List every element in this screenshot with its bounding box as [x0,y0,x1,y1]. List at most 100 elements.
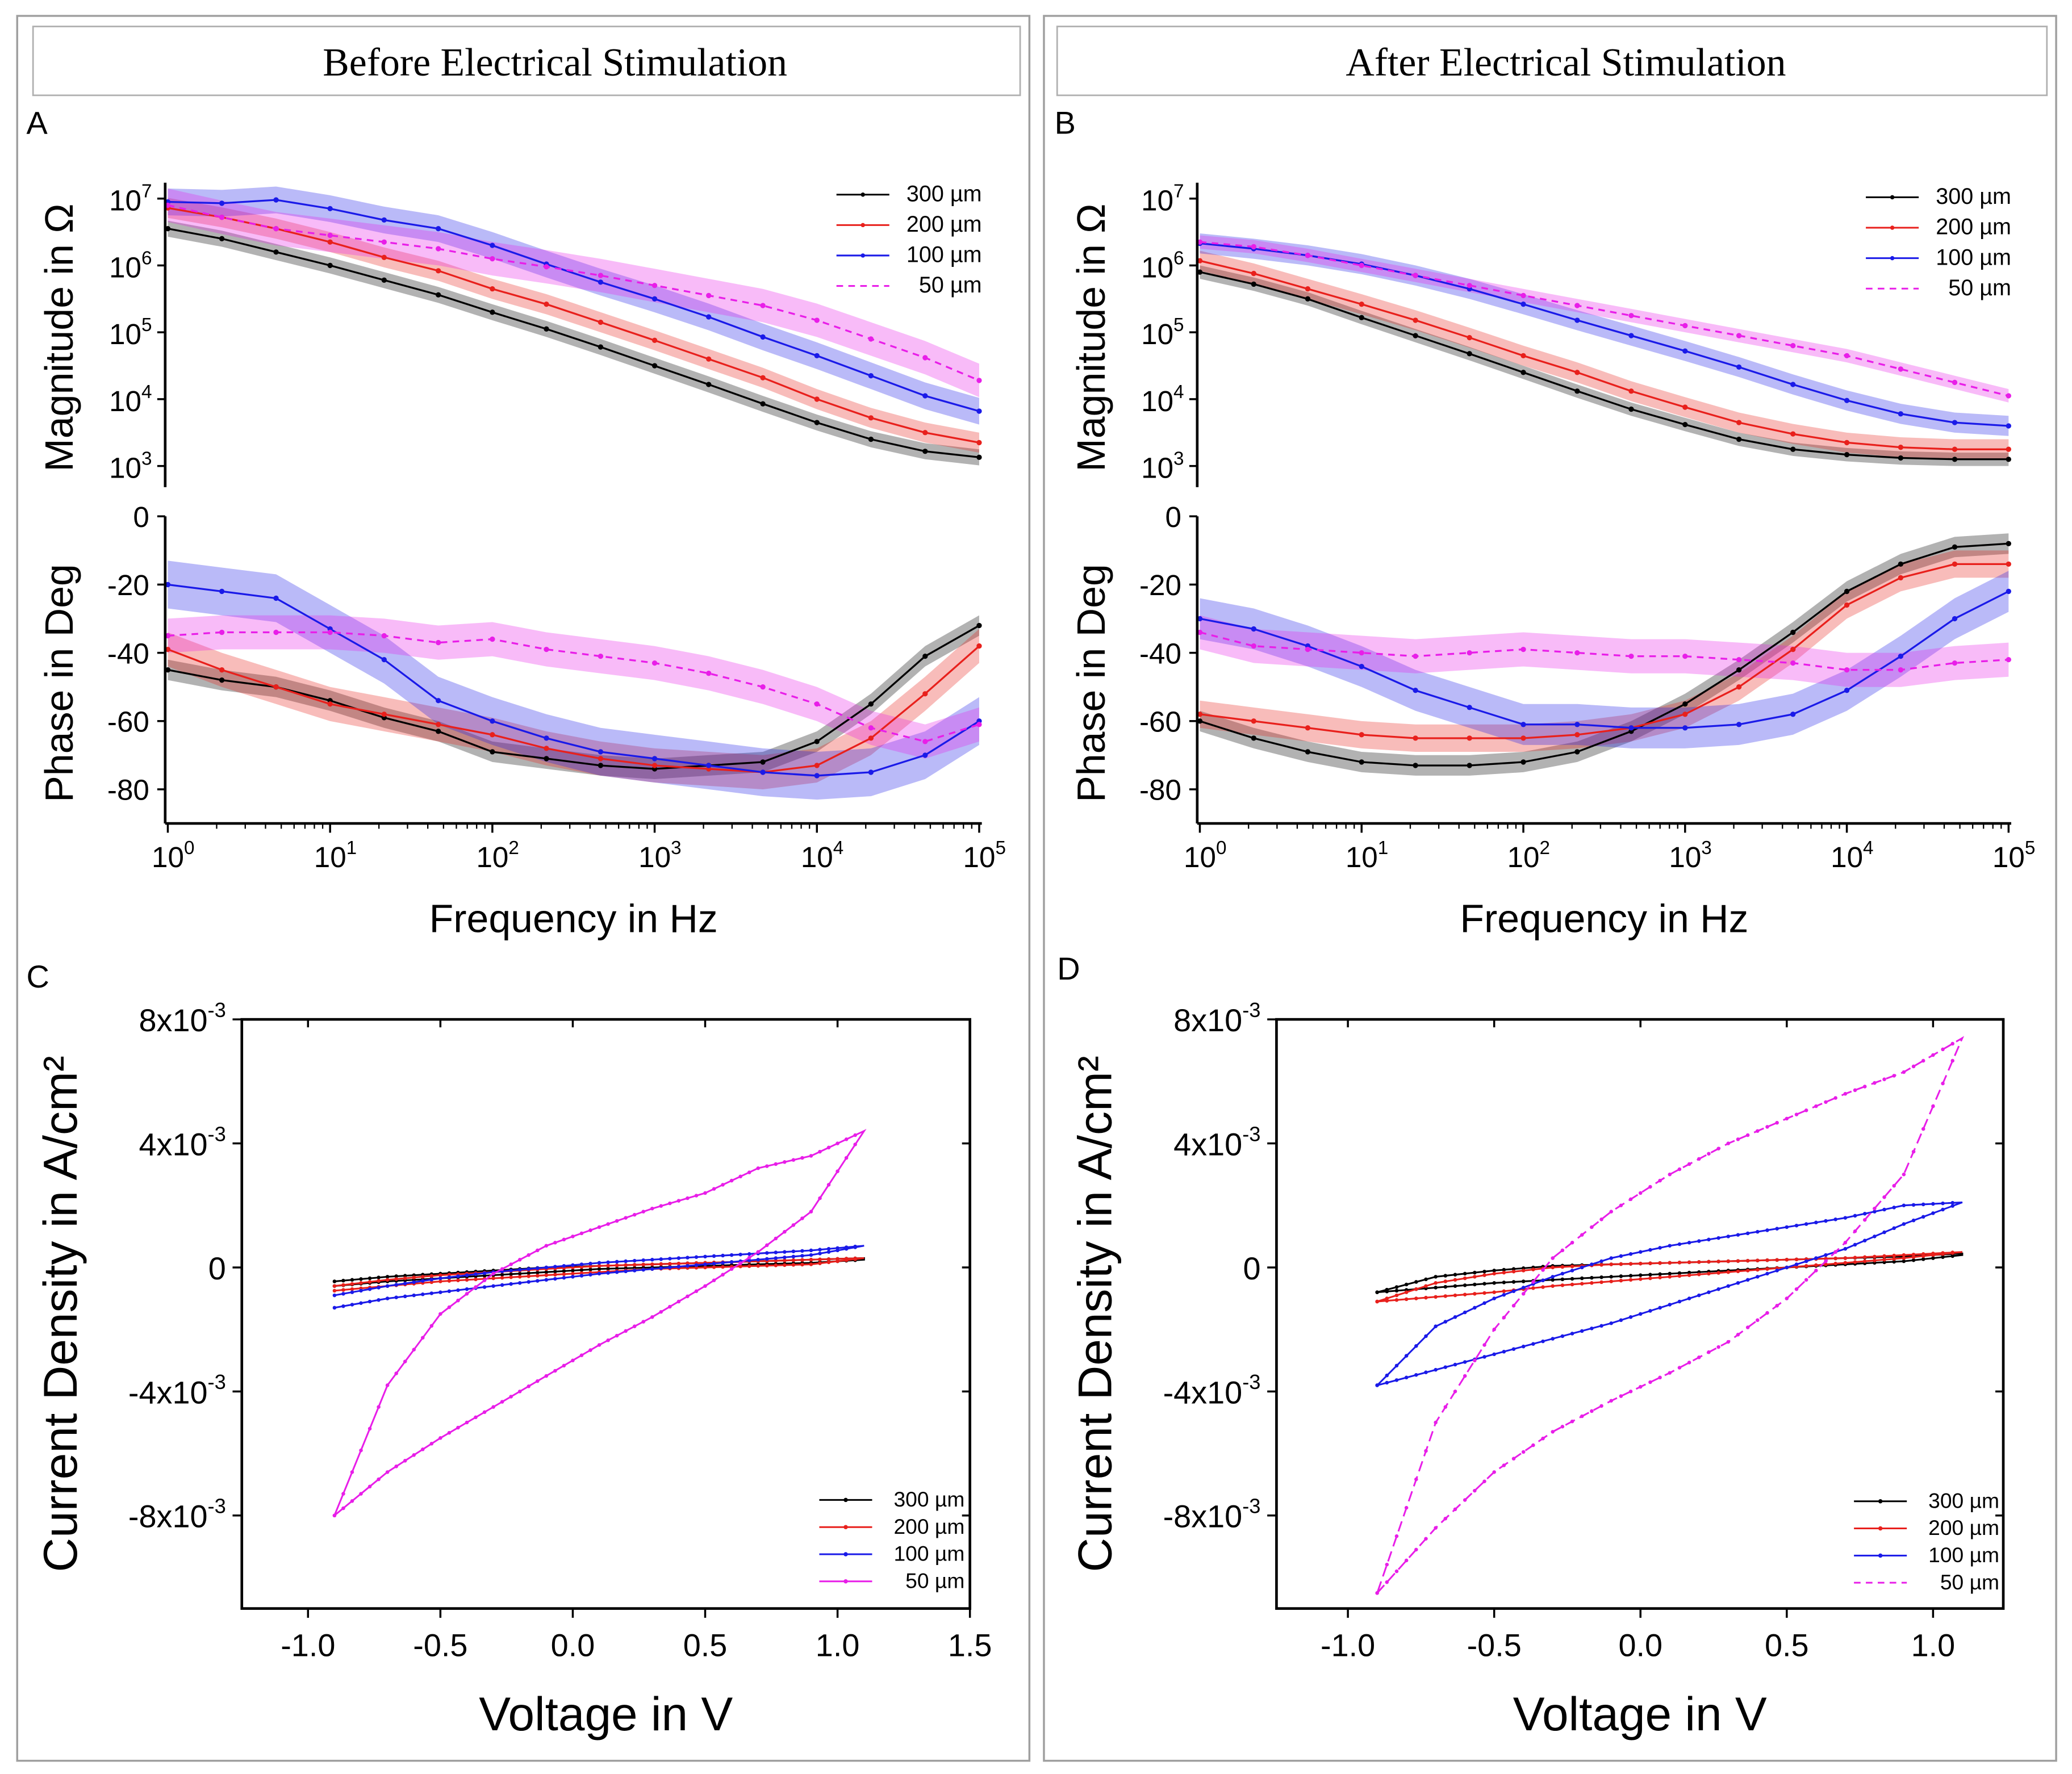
cv-point-300 [1590,1275,1594,1280]
y-axis-label: Current Density in A/cm² [34,1056,87,1572]
magnitude_log10-point-100 [1952,420,1958,425]
cv-point-200 [429,1280,434,1285]
cv-point-200 [1609,1262,1613,1266]
cv-point-50 [800,1156,804,1160]
phase_deg-point-200 [1305,725,1311,731]
cv-point-200 [456,1278,460,1282]
cv-point-200 [1921,1254,1925,1258]
magnitude_log10-point-300 [1305,296,1311,302]
cv-point-200 [1404,1297,1409,1302]
legend-marker-200 [843,1525,848,1529]
cv-point-200 [1628,1262,1633,1266]
cv-point-50 [606,1338,610,1342]
cv-point-50 [1726,1141,1731,1145]
cv-point-50 [1638,1191,1643,1195]
cv-point-50 [1882,1195,1886,1199]
cv-point-300 [1394,1285,1399,1289]
cv-point-200 [650,1262,654,1266]
cv-point-200 [1687,1273,1691,1277]
cv-point-300 [517,1271,522,1276]
cv-point-200 [597,1263,601,1268]
cv-point-100 [1551,1337,1555,1341]
cv-point-300 [1560,1277,1565,1282]
phase_deg-line-200 [1200,563,2009,739]
x-tick-label: 101 [314,838,357,873]
magnitude_log10-band-100 [1200,233,2009,436]
cv-point-300 [1892,1260,1896,1264]
cv-point-50 [1414,1547,1418,1552]
cv-point-100 [641,1267,646,1272]
magnitude_log10-point-50 [1736,333,1742,338]
cv-point-200 [429,1274,434,1278]
cv-point-300 [1473,1270,1477,1275]
tick-exponent: 7 [1173,181,1184,202]
cv-point-200 [818,1257,822,1262]
cv-point-100 [1424,1370,1428,1374]
cv-point-300 [482,1274,487,1278]
phase_deg-point-200 [1898,575,1904,581]
cv-point-200 [1677,1274,1682,1278]
magnitude_log10-point-300 [814,420,820,425]
phase_deg-point-300 [1520,759,1526,765]
cv-point-100 [826,1250,831,1254]
cv-point-100 [553,1265,557,1269]
cv-point-100 [676,1265,681,1269]
cv-point-200 [562,1272,566,1277]
cv-point-200 [1668,1275,1672,1279]
cv-point-50 [1843,1091,1848,1096]
cv-point-200 [721,1265,725,1269]
cv-point-50 [641,1320,646,1324]
cv-point-300 [544,1270,549,1274]
cv-point-50 [1882,1077,1886,1081]
cv-point-50 [1404,1505,1409,1510]
cv-point-200 [1590,1281,1594,1285]
phase-tick-label: -20 [1139,569,1181,601]
cv-point-100 [1385,1380,1389,1385]
cv-point-100 [1794,1262,1799,1266]
phase_deg-point-300 [1359,759,1364,765]
tick-exponent: -3 [208,1122,226,1145]
phase_deg-point-50 [436,639,441,646]
tick-base: 10 [1346,841,1378,873]
cv-point-50 [641,1210,646,1214]
cv-point-100 [403,1281,407,1286]
magnitude_log10-point-200 [1628,388,1634,394]
cv-point-100 [1385,1373,1389,1378]
cv-point-200 [517,1275,522,1279]
magnitude-axis-label: Magnitude in Ω [1069,203,1113,471]
cv-point-100 [536,1266,540,1270]
cv-point-200 [1892,1257,1896,1261]
cv-point-50 [1443,1516,1448,1521]
cv-point-100 [1580,1329,1584,1333]
cv-point-50 [1570,1241,1574,1245]
legend-marker-200 [1878,1526,1883,1531]
cv-point-50 [597,1225,601,1229]
legend-label-300: 300 µm [1936,184,2011,209]
cv-point-300 [1385,1290,1389,1294]
cv-point-100 [765,1251,769,1255]
tick-base: 10 [109,251,141,283]
cv-point-100 [412,1280,416,1285]
cv-point-50 [1902,1172,1906,1177]
phase_deg-point-300 [1574,749,1580,755]
x-tick-label: 0.5 [683,1627,728,1663]
cv-point-100 [1814,1256,1818,1260]
phase-axis-label: Phase in Deg [1069,564,1113,802]
x-tick-label: 100 [152,838,194,873]
cv-point-100 [1551,1275,1555,1279]
cv-point-200 [341,1283,345,1287]
cv-point-50 [359,1492,363,1496]
phase_deg-point-100 [436,698,441,704]
tick-base: 10 [963,841,996,873]
cv-point-200 [447,1279,452,1283]
cv-point-200 [1745,1269,1750,1273]
phase-tick-label: -40 [107,637,149,670]
cv-point-300 [1902,1259,1906,1263]
cv-point-200 [1560,1283,1565,1287]
tick-base: -4x10 [1163,1374,1243,1410]
cv-point-50 [624,1216,628,1220]
phase_deg-point-200 [598,756,604,762]
cv-point-50 [438,1312,442,1316]
y-tick-label: 8x10-3 [139,998,226,1038]
cv-point-100 [650,1267,654,1271]
